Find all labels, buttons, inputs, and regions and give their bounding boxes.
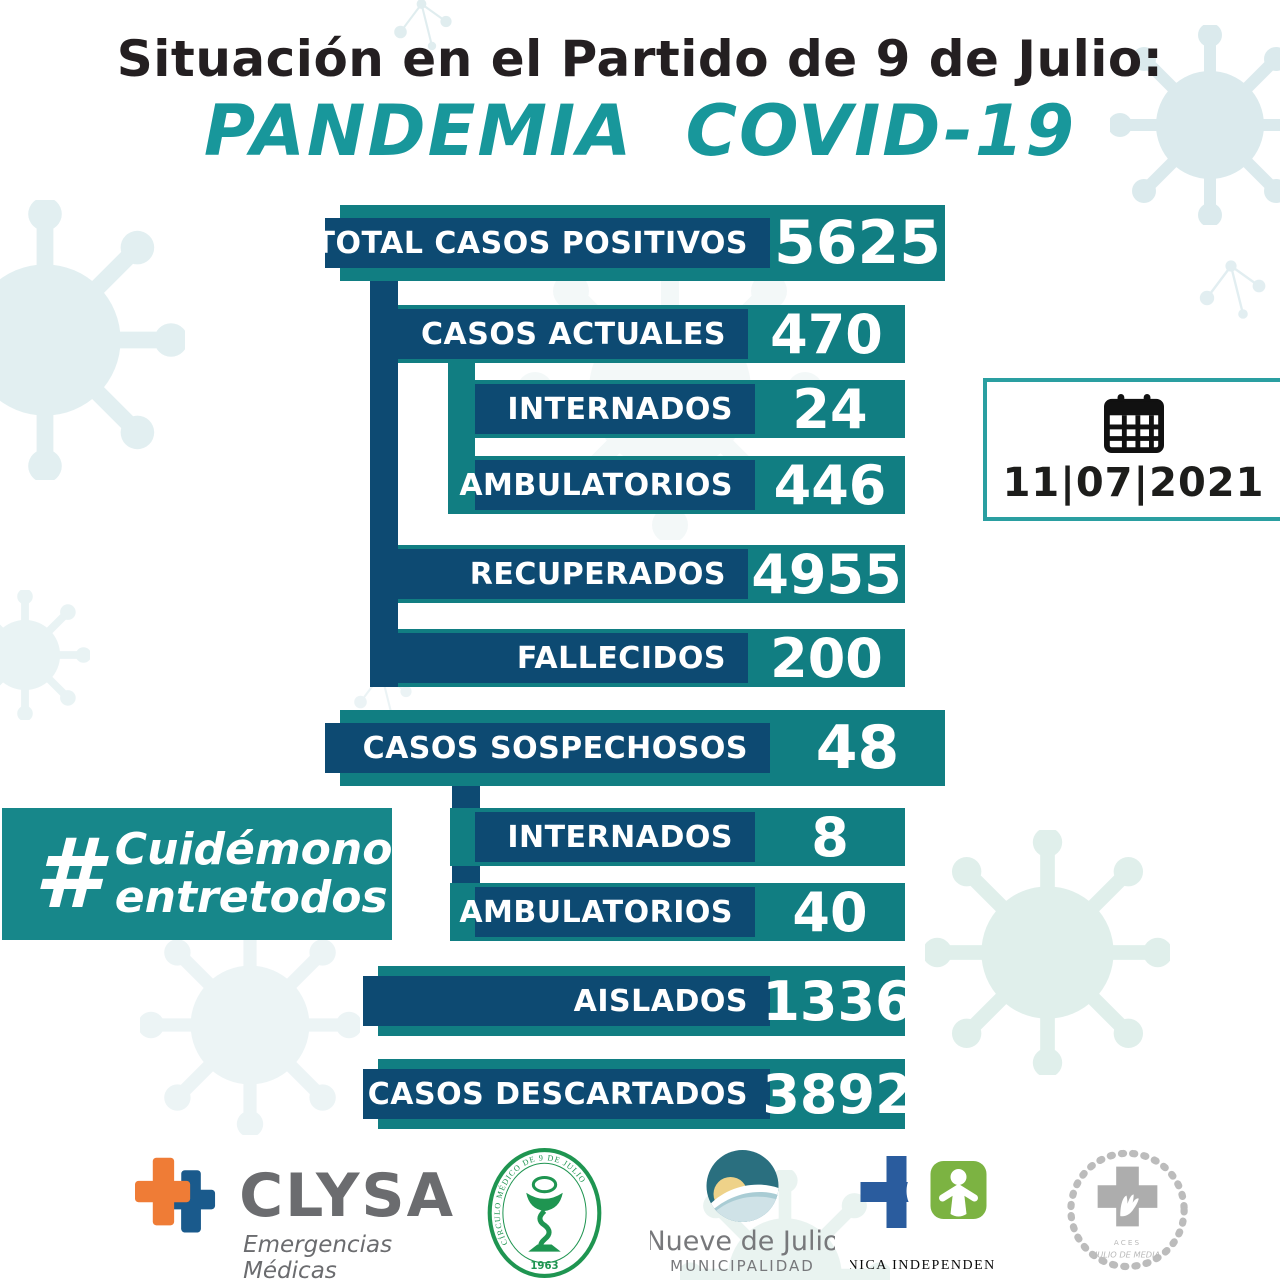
- stat-label: CASOS DESCARTADOS: [363, 1069, 770, 1119]
- clysa-tagline: Emergencias Médicas: [243, 1232, 393, 1280]
- stat-value: 3892: [762, 1062, 913, 1126]
- stat-row-internados-actuales: INTERNADOS 24: [450, 377, 905, 441]
- municipalidad-logo: Nueve de Julio MUNICIPALIDAD: [645, 1148, 840, 1278]
- stamp-line2: JULIO DE MEDIA: [1093, 1249, 1161, 1259]
- hash-symbol: #: [34, 818, 101, 930]
- stamp-line1: ACES: [1114, 1238, 1141, 1247]
- stat-value: 48: [815, 713, 900, 783]
- virus-icon: [925, 830, 1170, 1075]
- municipalidad-subtitle: MUNICIPALIDAD: [670, 1257, 815, 1275]
- page-title: Situación en el Partido de 9 de Julio:: [116, 30, 1164, 88]
- stat-value: 446: [773, 453, 887, 517]
- stat-row-ambulatorios-actuales: AMBULATORIOS 446: [450, 453, 905, 517]
- stat-label: AMBULATORIOS: [459, 887, 755, 937]
- stat-row-internados-sospechosos: INTERNADOS 8: [450, 805, 905, 869]
- virus-icon: [140, 915, 360, 1135]
- clysa-crosses-icon: [135, 1157, 216, 1233]
- virus-icon: [0, 590, 90, 720]
- stat-row-total-casos-positivos: TOTAL CASOS POSITIVOS 5625: [315, 205, 945, 281]
- clinica-cross-icon: [860, 1156, 987, 1228]
- stat-row-casos-sospechosos: CASOS SOSPECHOSOS 48: [325, 710, 945, 786]
- stat-label: RECUPERADOS: [383, 549, 748, 599]
- molecule-icon: [1190, 250, 1280, 330]
- stat-row-recuperados: RECUPERADOS 4955: [383, 542, 905, 606]
- hashtag-banner: # Cuidémonos entretodos: [2, 808, 419, 940]
- stat-value: 470: [770, 302, 883, 366]
- report-date: 11|07|2021: [1002, 459, 1265, 506]
- municipalidad-emblem-icon: [706, 1150, 779, 1222]
- stat-value: 8: [811, 805, 849, 869]
- stamp-hand-icon: [1120, 1194, 1139, 1217]
- stat-value: 40: [792, 880, 868, 944]
- calendar-icon: [1103, 393, 1164, 453]
- date-box: 11|07|2021: [983, 378, 1280, 521]
- clysa-name: CLYSA: [239, 1161, 456, 1231]
- stat-label: INTERNADOS: [475, 812, 755, 862]
- stat-label: TOTAL CASOS POSITIVOS: [315, 218, 770, 268]
- stat-label: CASOS SOSPECHOSOS: [325, 723, 770, 773]
- municipalidad-name: Nueve de Julio: [650, 1226, 835, 1257]
- stat-row-fallecidos: FALLECIDOS 200: [383, 626, 905, 690]
- hashtag-line1: Cuidémonos: [114, 823, 419, 875]
- stat-value: 24: [792, 377, 868, 441]
- stat-value: 1336: [762, 969, 913, 1033]
- stat-label: AISLADOS: [363, 976, 770, 1026]
- hashtag-line2: entretodos: [114, 872, 388, 923]
- clysa-logo: CLYSA Emergencias Médicas: [135, 1148, 465, 1280]
- stat-row-casos-descartados: CASOS DESCARTADOS 3892: [363, 1059, 913, 1129]
- virus-icon: [0, 200, 185, 480]
- stat-label: FALLECIDOS: [383, 633, 748, 683]
- stat-row-aislados: AISLADOS 1336: [363, 966, 913, 1036]
- stamp-ring-icon: [1067, 1149, 1188, 1271]
- stat-value: 5625: [774, 208, 941, 278]
- clinica-name: CLÍNICA INDEPENDENCIA: [850, 1256, 995, 1273]
- circulo-year: 1963: [530, 1261, 558, 1272]
- stat-label: AMBULATORIOS: [459, 460, 755, 510]
- circulo-medico-logo: CÍRCULO MÉDICO DE 9 DE JULIO 1963: [482, 1146, 607, 1280]
- stamp-cross-icon: [1097, 1166, 1158, 1227]
- stat-label: INTERNADOS: [475, 384, 755, 434]
- stat-row-ambulatorios-sospechosos: AMBULATORIOS 40: [450, 880, 905, 944]
- stat-label: CASOS ACTUALES: [383, 309, 748, 359]
- stat-value: 200: [770, 626, 883, 690]
- stat-value: 4955: [751, 542, 902, 606]
- stat-row-casos-actuales: CASOS ACTUALES 470: [383, 302, 905, 366]
- page-subtitle: PANDEMIA COVID-19: [203, 90, 1077, 172]
- clinica-independencia-logo: CLÍNICA INDEPENDENCIA: [821, 1148, 1023, 1278]
- stamp-logo: ACES JULIO DE MEDIA: [1040, 1146, 1215, 1280]
